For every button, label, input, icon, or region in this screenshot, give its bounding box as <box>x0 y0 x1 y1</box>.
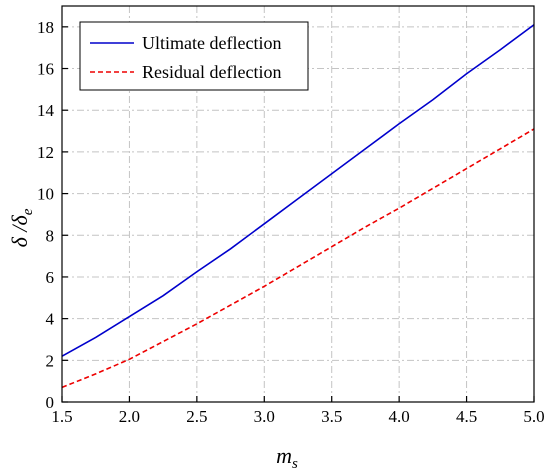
y-tick-label: 10 <box>37 185 54 204</box>
x-axis-title: ms <box>276 443 298 470</box>
series-line-ultimate <box>61 24 535 357</box>
x-tick-label: 4.5 <box>456 407 477 426</box>
x-tick-label: 3.0 <box>254 407 275 426</box>
y-tick-label: 2 <box>46 351 55 370</box>
y-tick-label: 0 <box>46 393 55 412</box>
series-layer <box>61 24 535 389</box>
y-tick-label: 14 <box>37 101 55 120</box>
x-tick-label: 1.5 <box>51 407 72 426</box>
x-tick-label: 4.0 <box>389 407 410 426</box>
x-tick-label: 2.5 <box>186 407 207 426</box>
x-axis-title-sub: s <box>292 456 298 470</box>
y-axis-title-main: δ /δ <box>7 215 32 248</box>
x-tick-label: 2.0 <box>119 407 140 426</box>
axis-ticks <box>61 26 535 403</box>
y-axis-title: δ /δe <box>7 208 36 247</box>
y-tick-label: 16 <box>37 60 54 79</box>
legend: Ultimate deflection Residual deflection <box>79 21 309 91</box>
tick-labels: 1.5 2.0 2.5 3.0 3.5 4.0 4.5 5.0 0 2 4 6 8 10 12 14 16 18 <box>37 18 545 426</box>
y-axis-title-sub: e <box>20 208 36 215</box>
legend-label-residual: Residual deflection <box>142 62 281 82</box>
plot-frame <box>61 5 535 403</box>
series-line-residual <box>61 128 535 389</box>
legend-box <box>79 21 309 91</box>
x-tick-label: 5.0 <box>523 407 544 426</box>
legend-label-ultimate: Ultimate deflection <box>142 33 281 53</box>
x-tick-label: 3.5 <box>321 407 342 426</box>
y-tick-label: 8 <box>46 226 55 245</box>
y-tick-label: 4 <box>46 310 55 329</box>
x-axis-title-main: m <box>276 443 292 468</box>
y-tick-label: 12 <box>37 143 54 162</box>
y-tick-label: 6 <box>46 268 55 287</box>
y-tick-label: 18 <box>37 18 54 37</box>
